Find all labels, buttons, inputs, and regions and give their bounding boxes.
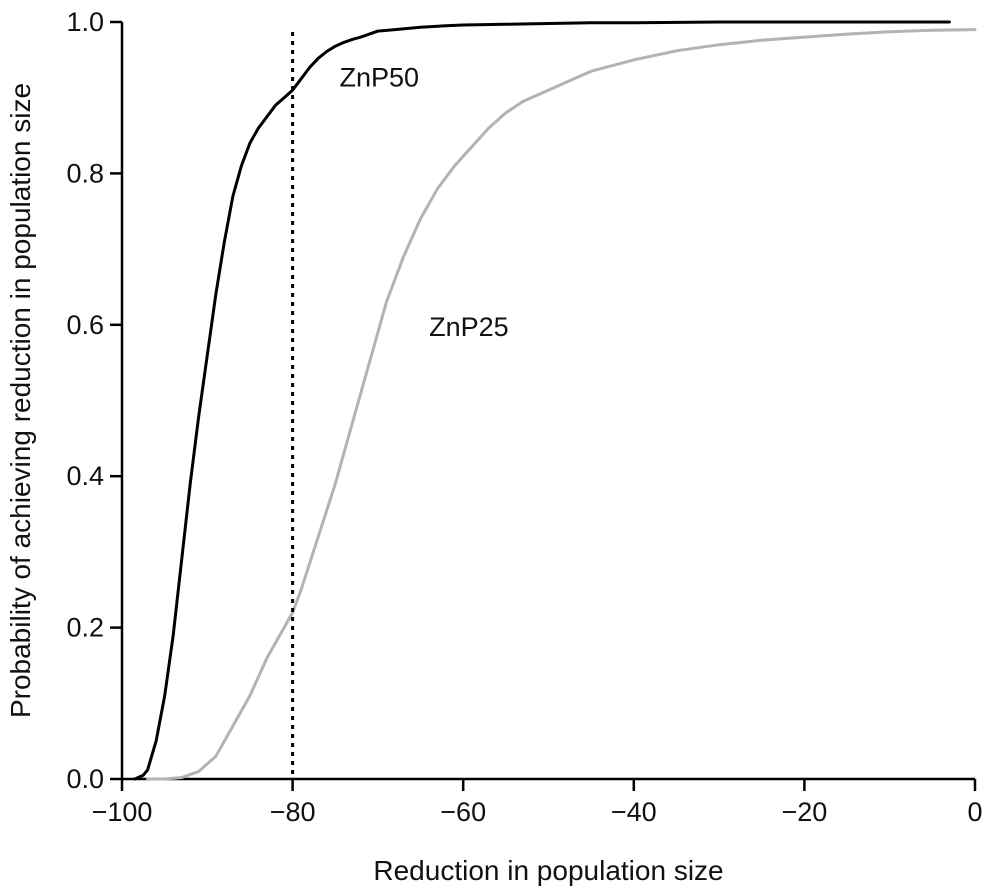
y-axis-title: Probability of achieving reduction in po… xyxy=(5,83,36,718)
x-axis-ticks: −100 −80 −60 −40 −20 0 xyxy=(92,779,983,827)
x-tick-label: −60 xyxy=(440,797,486,827)
curve-label-znp50: ZnP50 xyxy=(340,62,420,92)
x-tick-label: −80 xyxy=(270,797,316,827)
plot-area: −100 −80 −60 −40 −20 0 0.0 0.2 0.4 0.6 0.8 1.0 ZnP… xyxy=(66,7,982,827)
curve-label-znp25: ZnP25 xyxy=(429,312,509,342)
annotation-layer: ZnP50 ZnP25 xyxy=(340,62,509,342)
y-tick-label: 0.6 xyxy=(66,310,104,340)
y-tick-label: 0.2 xyxy=(66,613,104,643)
x-axis-title: Reduction in population size xyxy=(373,855,723,886)
y-tick-label: 1.0 xyxy=(66,7,104,37)
x-tick-label: 0 xyxy=(967,797,982,827)
series-line-znp50 xyxy=(133,20,951,781)
x-tick-label: −40 xyxy=(611,797,657,827)
y-tick-label: 0.0 xyxy=(66,764,104,794)
x-tick-label: −100 xyxy=(92,797,153,827)
series-layer xyxy=(133,20,977,781)
y-tick-label: 0.8 xyxy=(66,158,104,188)
y-axis-ticks: 0.0 0.2 0.4 0.6 0.8 1.0 xyxy=(66,7,122,794)
series-line-znp25 xyxy=(146,28,977,781)
y-tick-label: 0.4 xyxy=(66,461,104,491)
x-tick-label: −20 xyxy=(781,797,827,827)
